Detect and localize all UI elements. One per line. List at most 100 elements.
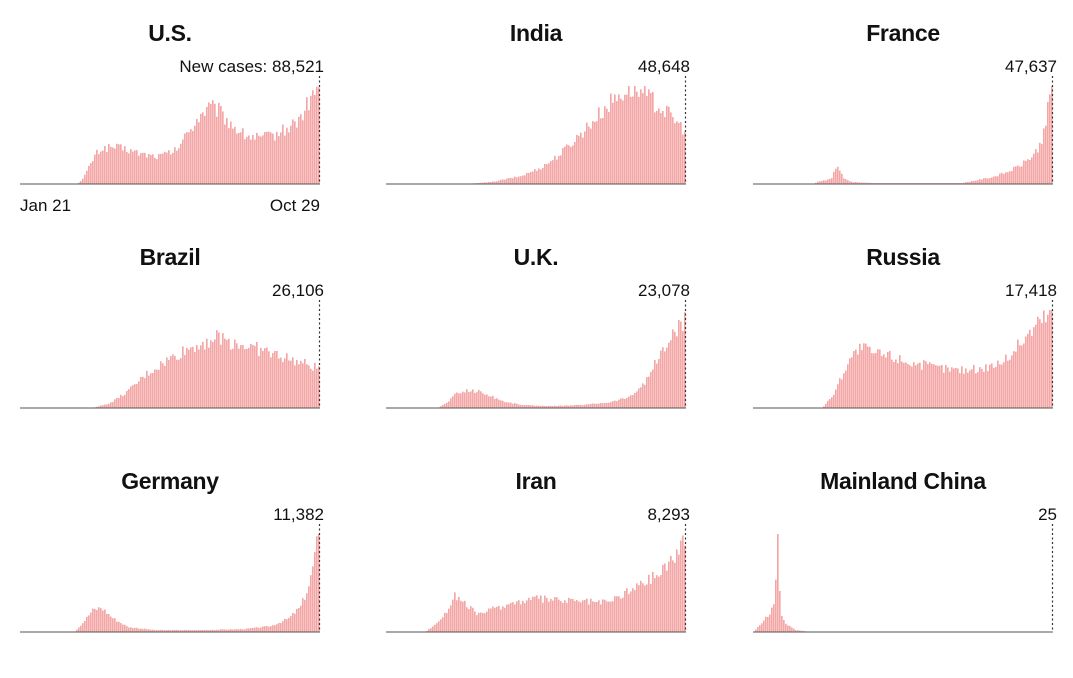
case-bar bbox=[298, 364, 300, 408]
case-bar bbox=[879, 350, 881, 408]
case-bar bbox=[574, 142, 576, 184]
case-bar bbox=[831, 178, 833, 184]
case-bar bbox=[504, 180, 506, 184]
case-bar bbox=[196, 119, 198, 184]
case-bar bbox=[182, 139, 184, 184]
case-bar bbox=[899, 355, 901, 408]
case-bar bbox=[442, 617, 444, 632]
case-bar bbox=[122, 396, 124, 408]
case-bar bbox=[302, 363, 304, 408]
case-bar bbox=[460, 393, 462, 408]
case-bar bbox=[985, 364, 987, 408]
case-bar bbox=[478, 390, 480, 408]
case-bar bbox=[172, 153, 174, 184]
case-bar bbox=[622, 100, 624, 184]
case-bar bbox=[280, 623, 282, 632]
case-bar bbox=[488, 396, 490, 408]
case-bar bbox=[588, 604, 590, 632]
case-bar bbox=[308, 586, 310, 632]
case-bar bbox=[869, 347, 871, 408]
case-bar bbox=[546, 164, 548, 184]
case-bar bbox=[1041, 323, 1043, 408]
case-bar bbox=[448, 609, 450, 632]
case-bar bbox=[112, 402, 114, 408]
case-bar bbox=[907, 364, 909, 408]
case-bar bbox=[502, 180, 504, 184]
case-bar bbox=[977, 180, 979, 184]
case-bar bbox=[628, 86, 630, 184]
case-bar bbox=[518, 177, 520, 184]
case-bar bbox=[602, 403, 604, 408]
case-bar bbox=[278, 358, 280, 408]
case-bar bbox=[865, 344, 867, 408]
case-bar bbox=[582, 600, 584, 632]
case-bar bbox=[124, 395, 126, 408]
case-bar bbox=[110, 617, 112, 632]
case-bar bbox=[1003, 174, 1005, 184]
case-bar bbox=[993, 368, 995, 408]
case-bar bbox=[1001, 173, 1003, 184]
case-bar bbox=[270, 133, 272, 185]
case-bar bbox=[893, 362, 895, 408]
case-bar bbox=[280, 358, 282, 408]
case-bar bbox=[474, 611, 476, 632]
case-bar bbox=[558, 600, 560, 632]
case-bar bbox=[484, 395, 486, 408]
case-bar bbox=[636, 391, 638, 408]
x-end-label: Oct 29 bbox=[270, 196, 320, 216]
panel-germany: Germany 11,382 bbox=[20, 468, 320, 678]
case-bar bbox=[1021, 166, 1023, 184]
case-bar bbox=[252, 135, 254, 184]
case-bar bbox=[230, 350, 232, 408]
case-bar bbox=[925, 361, 927, 408]
case-bar bbox=[280, 133, 282, 184]
case-bar bbox=[1039, 143, 1041, 184]
case-bar bbox=[514, 604, 516, 632]
case-bar bbox=[112, 147, 114, 184]
case-bar bbox=[218, 332, 220, 408]
case-bar bbox=[1007, 172, 1009, 184]
case-bar bbox=[106, 152, 108, 184]
case-bar bbox=[102, 611, 104, 632]
case-bar bbox=[610, 402, 612, 408]
case-bar bbox=[646, 377, 648, 408]
case-bar bbox=[901, 361, 903, 408]
case-bar bbox=[176, 360, 178, 408]
case-bar bbox=[1003, 362, 1005, 408]
case-bar bbox=[258, 628, 260, 632]
case-bar bbox=[430, 628, 432, 632]
case-bar bbox=[584, 131, 586, 184]
case-bar bbox=[570, 147, 572, 184]
case-bar bbox=[468, 392, 470, 408]
case-bar bbox=[566, 145, 568, 184]
case-bar bbox=[791, 628, 793, 632]
case-bar bbox=[861, 350, 863, 408]
case-bar bbox=[310, 575, 312, 632]
case-bar bbox=[140, 153, 142, 184]
case-bar bbox=[634, 86, 636, 184]
case-bar bbox=[504, 608, 506, 632]
case-bar bbox=[558, 156, 560, 184]
case-bar bbox=[831, 397, 833, 408]
case-bar bbox=[208, 348, 210, 408]
case-bar bbox=[206, 339, 208, 408]
case-bar bbox=[168, 360, 170, 408]
case-bar bbox=[446, 613, 448, 632]
case-bar bbox=[300, 361, 302, 408]
panel-title: France bbox=[753, 20, 1053, 47]
case-bar bbox=[586, 123, 588, 184]
case-bar bbox=[250, 140, 252, 184]
case-bar bbox=[524, 175, 526, 184]
case-bar bbox=[670, 340, 672, 408]
case-bar bbox=[90, 163, 92, 184]
case-bar bbox=[294, 365, 296, 408]
case-bar bbox=[612, 401, 614, 408]
case-bar bbox=[126, 626, 128, 632]
case-bar bbox=[134, 384, 136, 408]
case-bar bbox=[532, 172, 534, 184]
case-bar bbox=[548, 602, 550, 632]
case-bar bbox=[542, 603, 544, 632]
case-bar bbox=[670, 556, 672, 632]
case-bar bbox=[658, 359, 660, 408]
case-bar bbox=[654, 578, 656, 632]
